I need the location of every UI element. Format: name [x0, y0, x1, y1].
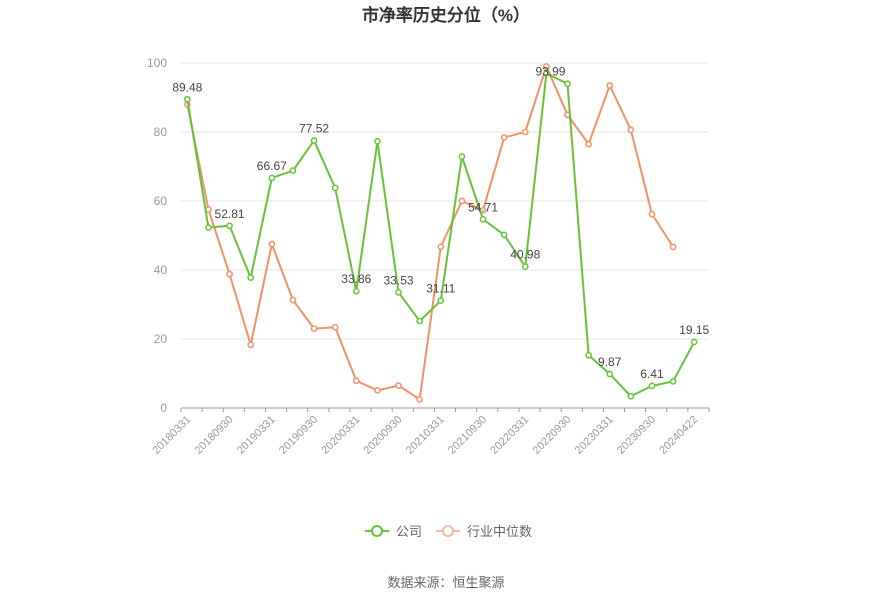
x-tick-label: 20210930	[446, 414, 489, 457]
point-company	[606, 370, 614, 378]
point-company	[331, 184, 339, 192]
point-industry-median	[543, 63, 550, 70]
legend-item-industry-median[interactable]: 行业中位数	[436, 524, 532, 539]
series-company	[183, 70, 698, 400]
point-company	[268, 174, 276, 182]
data-label: 89.48	[172, 80, 202, 94]
point-company	[564, 80, 571, 88]
x-tick-label: 20230331	[573, 414, 616, 457]
point-company	[183, 95, 191, 103]
point-company	[352, 287, 360, 295]
point-company	[437, 297, 445, 305]
point-company	[458, 153, 466, 160]
point-company	[521, 263, 529, 270]
data-label: 19.15	[679, 323, 709, 337]
legend-item-company[interactable]: 公司	[365, 524, 422, 539]
data-label: 31.11	[426, 282, 455, 296]
legend-company-label: 公司	[396, 524, 422, 539]
point-company	[500, 231, 508, 239]
point-industry-median	[310, 325, 318, 332]
data-labels: 89.48 52.81 66.67 77.52 33.86 33.53 31.11 54.71…	[172, 65, 709, 381]
point-industry-median	[669, 243, 677, 251]
chart-title: 市净率历史分位（%）	[362, 5, 530, 25]
data-label: 9.87	[598, 355, 622, 369]
point-company	[226, 222, 233, 230]
point-industry-median	[395, 382, 402, 389]
point-company	[416, 317, 424, 325]
x-tick-label: 20180331	[150, 414, 193, 457]
point-industry-median	[352, 377, 360, 385]
data-label: 93.99	[535, 65, 565, 79]
x-axis: 20180331 20180930 20190331 20190930 20200331…	[150, 407, 710, 457]
y-tick-label: 100	[147, 56, 167, 70]
point-industry-median	[247, 341, 255, 349]
point-industry-median	[585, 140, 592, 148]
x-tick-label: 20200930	[362, 414, 405, 457]
y-tick-label: 20	[154, 332, 168, 346]
point-company	[395, 288, 402, 296]
point-company	[669, 378, 677, 385]
point-industry-median	[289, 296, 297, 304]
point-industry-median	[331, 323, 339, 331]
point-company	[205, 224, 212, 231]
y-tick-label: 80	[154, 125, 168, 139]
point-industry-median	[458, 197, 466, 205]
x-tick-label: 20200331	[319, 414, 362, 457]
data-label: 33.86	[341, 272, 371, 286]
y-axis-ticks: 0 20 40 60 80 100	[147, 56, 167, 415]
x-tick-label: 20220930	[531, 414, 574, 457]
point-industry-median	[268, 240, 276, 248]
data-label: 66.67	[257, 159, 287, 173]
legend-industry-label: 行业中位数	[467, 524, 532, 539]
data-label: 6.41	[640, 367, 664, 381]
legend-company-marker	[371, 525, 383, 537]
legend-industry-marker	[442, 525, 454, 537]
grid-lines	[181, 62, 709, 340]
data-label: 77.52	[299, 122, 329, 136]
point-industry-median	[226, 270, 233, 278]
source-note: 数据来源：恒生聚源	[387, 575, 504, 590]
x-tick-label: 20180930	[193, 414, 236, 457]
point-company	[690, 338, 698, 346]
point-industry-median	[606, 82, 614, 89]
point-industry-median	[374, 387, 381, 394]
point-company	[543, 70, 550, 77]
data-label: 52.81	[215, 207, 245, 221]
data-label: 33.53	[384, 273, 414, 287]
point-industry-median	[648, 210, 656, 218]
x-tick-label: 20220331	[488, 414, 531, 457]
point-company	[585, 351, 592, 359]
legend[interactable]: 公司 行业中位数	[365, 524, 532, 539]
point-industry-median	[627, 126, 635, 134]
point-company	[479, 215, 487, 223]
point-industry-median	[500, 134, 508, 141]
series-line-company	[186, 72, 696, 398]
series-line-industry-median	[186, 65, 674, 401]
point-company	[310, 137, 318, 144]
point-company	[374, 137, 381, 145]
point-company	[289, 167, 297, 174]
y-tick-label: 0	[160, 401, 167, 415]
point-industry-median	[521, 128, 529, 136]
x-tick-label: 20190331	[235, 414, 278, 457]
y-tick-label: 40	[154, 263, 168, 277]
point-industry-median	[416, 396, 424, 403]
point-company	[648, 382, 656, 390]
point-company	[247, 274, 255, 281]
x-tick-label: 20210331	[404, 414, 447, 457]
y-tick-label: 60	[154, 194, 168, 208]
x-tick-label: 20240422	[657, 414, 700, 457]
point-company	[627, 392, 635, 400]
point-industry-median	[437, 243, 445, 251]
series-industry-median	[183, 63, 677, 403]
x-tick-label: 20190930	[277, 414, 320, 457]
series-layer	[183, 63, 698, 403]
data-label: 54.71	[468, 200, 498, 214]
data-label: 40.98	[510, 248, 540, 262]
x-tick-label: 20230930	[615, 414, 658, 457]
